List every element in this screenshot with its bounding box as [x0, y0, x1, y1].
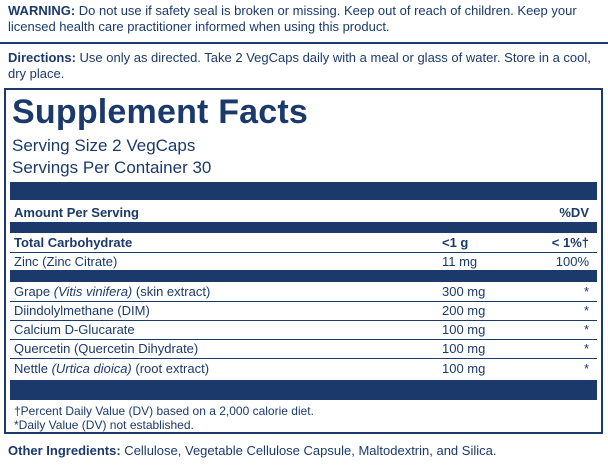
- nutrient-amount: 11 mg: [442, 254, 478, 269]
- row-divider: [10, 358, 597, 359]
- ingredient-amount: 300 mg: [442, 284, 486, 299]
- nutrient-row: Zinc (Zinc Citrate) 11 mg 100%: [14, 253, 589, 270]
- directions-body: Use only as directed. Take 2 VegCaps dai…: [8, 50, 591, 81]
- ingredient-dv: *: [583, 284, 589, 299]
- ingredient-amount: 200 mg: [442, 303, 486, 318]
- ingredient-row: Diindolylmethane (DIM) 200 mg *: [14, 302, 589, 319]
- divider: [0, 42, 608, 44]
- nutrient-row: Total Carbohydrate <1 g < 1%†: [14, 234, 589, 251]
- nutrient-dv: < 1%†: [551, 235, 589, 250]
- nutrient-name: Total Carbohydrate: [14, 235, 133, 250]
- servings-per-container: Servings Per Container 30: [12, 158, 212, 177]
- ingredient-row: Nettle (Urtica dioica) (root extract) 10…: [14, 360, 589, 377]
- nutrient-amount: <1 g: [442, 235, 469, 250]
- ingredient-row: Calcium D-Glucarate 100 mg *: [14, 321, 589, 338]
- serving-size: Serving Size 2 VegCaps: [12, 136, 196, 155]
- warning-text: WARNING: Do not use if safety seal is br…: [8, 3, 602, 35]
- ingredient-dv: *: [583, 341, 589, 356]
- thick-bar: [10, 380, 597, 400]
- ingredient-name: Grape (Vitis vinifera) (skin extract): [14, 284, 211, 299]
- thick-bar: [10, 182, 597, 200]
- ingredient-amount: 100 mg: [442, 322, 486, 337]
- row-divider: [10, 252, 597, 253]
- ingredient-name: Calcium D-Glucarate: [14, 322, 135, 337]
- nutrient-dv: 100%: [555, 254, 589, 269]
- warning-body: Do not use if safety seal is broken or m…: [8, 3, 577, 34]
- thick-bar: [10, 270, 597, 282]
- nutrient-name: Zinc (Zinc Citrate): [14, 254, 118, 269]
- warning-label: WARNING:: [8, 3, 76, 18]
- ingredient-amount: 100 mg: [442, 341, 486, 356]
- footnote-dv-not-established: *Daily Value (DV) not established.: [14, 418, 194, 432]
- directions-label: Directions:: [8, 50, 76, 65]
- ingredient-dv: *: [583, 322, 589, 337]
- supplement-facts-panel: Supplement Facts Serving Size 2 VegCaps …: [4, 88, 603, 434]
- directions-text: Directions: Use only as directed. Take 2…: [8, 50, 602, 82]
- row-divider: [10, 301, 597, 302]
- row-divider: [10, 320, 597, 321]
- row-divider: [10, 339, 597, 340]
- ingredient-name: Diindolylmethane (DIM): [14, 303, 150, 318]
- footnote-percent-dv: †Percent Daily Value (DV) based on a 2,0…: [14, 404, 314, 418]
- ingredient-name: Nettle (Urtica dioica) (root extract): [14, 361, 210, 376]
- amount-header-row: Amount Per Serving %DV: [14, 204, 589, 221]
- facts-title: Supplement Facts: [12, 93, 309, 131]
- ingredient-dv: *: [583, 303, 589, 318]
- other-ingredients-text: Other Ingredients: Cellulose, Vegetable …: [8, 443, 602, 459]
- other-ingredients-label: Other Ingredients:: [8, 443, 121, 458]
- amount-per-serving-label: Amount Per Serving: [14, 205, 139, 220]
- other-ingredients-body: Cellulose, Vegetable Cellulose Capsule, …: [120, 443, 497, 458]
- dv-header-label: %DV: [559, 205, 589, 220]
- ingredient-row: Quercetin (Quercetin Dihydrate) 100 mg *: [14, 340, 589, 357]
- medium-bar: [10, 222, 597, 233]
- ingredient-dv: *: [583, 361, 589, 376]
- ingredient-amount: 100 mg: [442, 361, 486, 376]
- ingredient-row: Grape (Vitis vinifera) (skin extract) 30…: [14, 283, 589, 300]
- ingredient-name: Quercetin (Quercetin Dihydrate): [14, 341, 199, 356]
